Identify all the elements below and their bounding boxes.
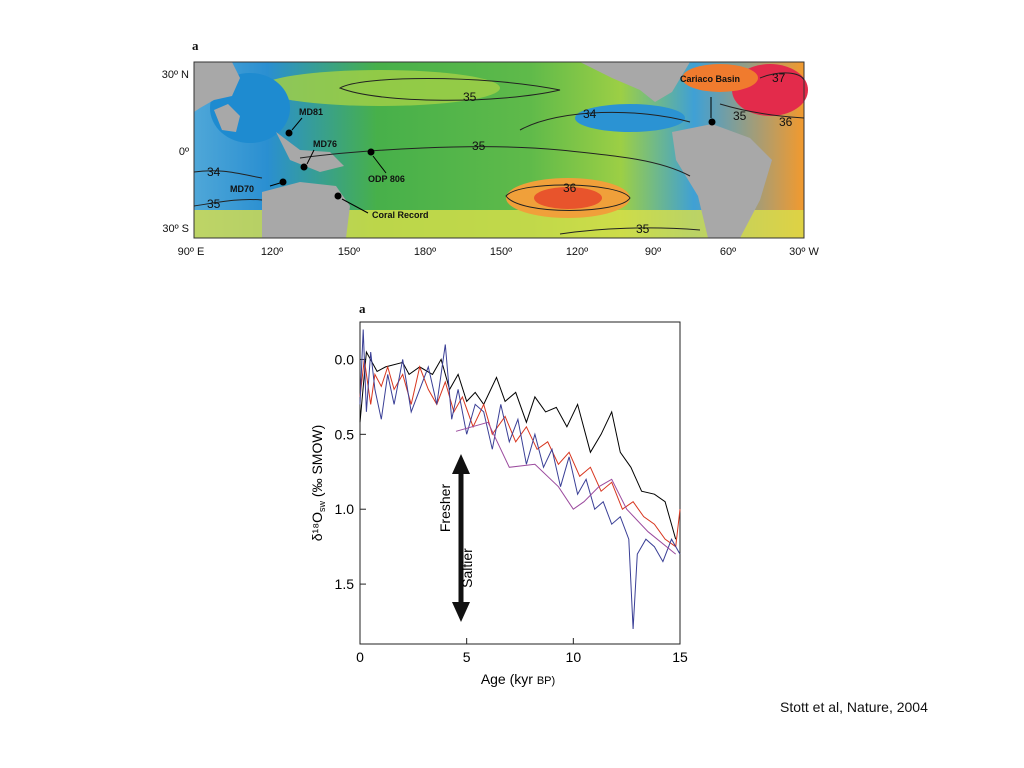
lon-label: 120º bbox=[566, 246, 588, 258]
contour-36 bbox=[505, 184, 631, 211]
site-label-odp-806: ODP 806 bbox=[368, 174, 405, 184]
x-tick-label: 10 bbox=[566, 649, 582, 665]
salinity-map: 35 34 35 36 34 35 35 35 36 37 MD81 MD76 … bbox=[162, 61, 819, 258]
y-tick-label: 1.0 bbox=[335, 501, 355, 517]
x-tick-label: 0 bbox=[356, 649, 364, 665]
contour-label: 36 bbox=[779, 115, 793, 129]
site-marker-md70 bbox=[279, 178, 287, 186]
x-tick-label: 5 bbox=[463, 649, 471, 665]
arrow-head-up bbox=[452, 454, 470, 474]
contour-34-west bbox=[193, 170, 263, 179]
asia-landmass bbox=[194, 62, 240, 112]
contour-35-south bbox=[559, 227, 701, 235]
north-america-landmass bbox=[580, 62, 690, 102]
x-tick-label: 15 bbox=[672, 649, 688, 665]
lon-label: 30º W bbox=[789, 246, 819, 258]
lon-label: 120º bbox=[261, 246, 283, 258]
site-pointer-md70 bbox=[269, 182, 281, 187]
contour-label: 35 bbox=[636, 222, 650, 236]
contour-label: 35 bbox=[463, 90, 477, 104]
y-tick-label: 0.0 bbox=[335, 351, 355, 367]
site-pointer-coral-record bbox=[341, 198, 369, 214]
contour-34-east bbox=[519, 111, 691, 131]
lat-label: 30º S bbox=[162, 223, 189, 235]
arrow-head-down bbox=[452, 602, 470, 622]
lon-label: 150º bbox=[490, 246, 512, 258]
salty-core-southeast-pacific bbox=[534, 187, 602, 209]
map-panel-letter: a bbox=[192, 38, 199, 53]
contour-36-atlantic bbox=[719, 103, 805, 119]
site-marker-cariaco-basin bbox=[708, 118, 716, 126]
x-axis-label-main: Age (kyr bbox=[481, 671, 533, 687]
lon-label: 150º bbox=[338, 246, 360, 258]
site-pointer-md81 bbox=[291, 117, 303, 131]
contour-35-north bbox=[338, 78, 561, 101]
site-label-md70: MD70 bbox=[230, 184, 254, 194]
y-tick-label: 0.5 bbox=[335, 426, 355, 442]
series-line-2 bbox=[359, 359, 681, 548]
x-axis-label: Age (kyr BP) bbox=[481, 671, 555, 687]
series-line-3 bbox=[359, 329, 681, 630]
site-pointer-odp-806 bbox=[372, 155, 387, 174]
axis-ticks: 0 5 10 15 0.0 0.5 1.0 1.5 bbox=[335, 351, 688, 665]
contour-35-equator bbox=[299, 146, 691, 177]
lat-label: 30º N bbox=[162, 69, 189, 81]
australia-landmass bbox=[262, 182, 350, 238]
contour-label: 36 bbox=[563, 181, 577, 195]
contour-35-west bbox=[193, 198, 263, 207]
site-marker-md81 bbox=[285, 129, 293, 137]
lon-label: 90º bbox=[645, 246, 661, 258]
plot-frame bbox=[359, 321, 681, 645]
y-axis-label-main: δ¹⁸O bbox=[309, 512, 325, 541]
borneo-landmass bbox=[214, 104, 240, 132]
site-marker-coral-record bbox=[334, 192, 342, 200]
contour-label: 35 bbox=[472, 139, 486, 153]
salinity-contours bbox=[193, 72, 805, 235]
lon-label: 60º bbox=[720, 246, 736, 258]
arrow-label-saltier: Saltier bbox=[459, 548, 475, 588]
contour-label: 34 bbox=[583, 107, 597, 121]
chart-panel-letter: a bbox=[359, 301, 366, 316]
x-axis-label-unit: BP) bbox=[537, 675, 555, 687]
map-frame bbox=[193, 61, 805, 239]
fresh-region-east-pacific bbox=[575, 104, 685, 132]
contour-label: 34 bbox=[207, 165, 221, 179]
arrow-label-fresher: Fresher bbox=[437, 484, 453, 533]
site-label-cariaco-basin: Cariaco Basin bbox=[680, 74, 740, 84]
site-marker-md76 bbox=[300, 163, 308, 171]
caribbean-region bbox=[682, 64, 758, 92]
site-marker-odp-806 bbox=[367, 148, 375, 156]
site-label-coral-record: Coral Record bbox=[372, 210, 429, 220]
site-pointer-md76 bbox=[306, 149, 315, 165]
y-axis-label: δ¹⁸Osw (‰ SMOW) bbox=[309, 425, 327, 541]
new-guinea-landmass bbox=[276, 132, 344, 172]
y-axis-label-sub: sw bbox=[317, 500, 327, 512]
site-label-md76: MD76 bbox=[313, 139, 337, 149]
contour-37 bbox=[759, 72, 805, 81]
site-label-md81: MD81 bbox=[299, 107, 323, 117]
lon-label: 90º E bbox=[178, 246, 205, 258]
south-america-landmass bbox=[672, 124, 772, 238]
series-line-1 bbox=[359, 350, 677, 540]
freshness-arrow bbox=[452, 454, 470, 622]
contour-label: 35 bbox=[207, 197, 221, 211]
series-line-4 bbox=[455, 421, 677, 555]
citation: Stott et al, Nature, 2004 bbox=[780, 699, 928, 715]
lat-label: 0º bbox=[179, 146, 189, 158]
series-lines bbox=[359, 329, 681, 630]
y-tick-label: 1.5 bbox=[335, 576, 355, 592]
contour-label: 37 bbox=[772, 71, 786, 85]
contour-label: 35 bbox=[733, 109, 747, 123]
y-axis-label-unit: (‰ SMOW) bbox=[309, 425, 325, 501]
lon-label: 180º bbox=[414, 246, 436, 258]
